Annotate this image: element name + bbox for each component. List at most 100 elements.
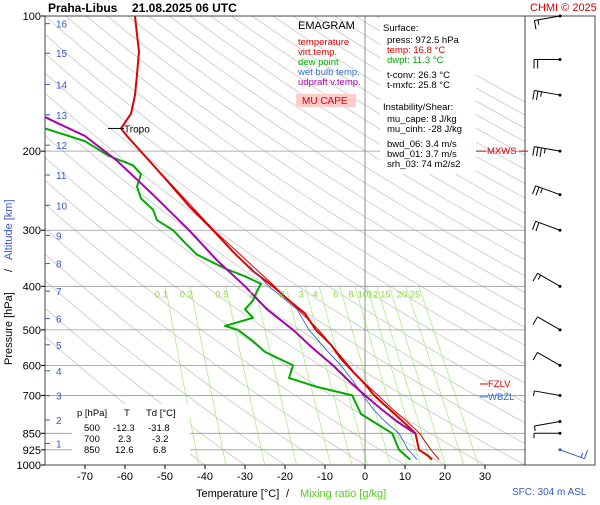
y-tick-label: 100 (23, 11, 41, 23)
table-cell: 850 (84, 445, 100, 456)
wind-barb-base (559, 328, 562, 331)
y-tick-label: 700 (23, 390, 41, 402)
wind-barb-base (559, 229, 562, 232)
level-table: p [hPa] T Td [°C] 500 -12.3 -31.8 700 2.… (72, 404, 190, 456)
info-box: Surface: press: 972.5 hPa temp: 16.8 °C … (380, 18, 476, 174)
altitude-tick-label: 8 (56, 260, 62, 271)
mixing-ratio-label: 25 (410, 289, 421, 300)
instability-title: Instability/Shear: (383, 102, 453, 113)
srh-03: srh_03: 74 m2/s2 (387, 159, 460, 170)
x-axis-title-temp: Temperature [°C] (196, 488, 279, 500)
y-axis-title-altitude: Altitude [km] (3, 199, 15, 260)
altitude-tick-label: 1 (56, 439, 62, 450)
surface-dwpt: dwpt: 11.3 °C (387, 55, 444, 66)
mu-cape-badge: MU CAPE (302, 96, 348, 107)
x-axis-title-mix: Mixing ratio [g/kg] (300, 488, 386, 500)
y-tick-label: 1000 (17, 460, 41, 472)
y-tick-label: 600 (23, 360, 41, 372)
legend-title: EMAGRAM (298, 20, 355, 32)
mixing-ratio-label: 8 (348, 289, 353, 300)
mixing-ratio-label: 4 (313, 289, 318, 300)
x-tick-label: -30 (237, 471, 253, 483)
wind-barb-base (559, 420, 562, 423)
mixing-ratio-label: 0.5 (215, 289, 228, 300)
x-tick-label: 30 (479, 471, 491, 483)
wind-barb-base (559, 94, 562, 97)
wind-barb-base (559, 58, 562, 61)
mixing-ratio-label: 0.1 (155, 289, 168, 300)
mixing-ratio-label: 12 (368, 289, 379, 300)
wind-barb-base (559, 285, 562, 288)
mixing-ratio-label: 1 (248, 289, 253, 300)
altitude-tick-label: 15 (56, 49, 68, 60)
y-tick-label: 925 (23, 445, 41, 457)
mixing-ratio-label: 10 (358, 289, 369, 300)
datetime-title: 21.08.2025 06 UTC (132, 1, 237, 15)
altitude-tick-label: 13 (56, 111, 68, 122)
y-axis-title-pressure: Pressure [hPa] (3, 292, 15, 365)
table-cell: 12.6 (115, 445, 134, 456)
altitude-tick-label: 7 (56, 287, 62, 298)
y-tick-label: 200 (23, 146, 41, 158)
wind-barb-base (559, 15, 562, 18)
x-tick-label: -50 (157, 471, 173, 483)
altitude-tick-label: 9 (56, 231, 62, 242)
x-tick-label: -70 (77, 471, 93, 483)
x-tick-label: -20 (277, 471, 293, 483)
y-tick-label: 850 (23, 428, 41, 440)
y-tick-label: 400 (23, 281, 41, 293)
altitude-tick-label: 2 (56, 416, 62, 427)
x-tick-label: 10 (399, 471, 411, 483)
mxws-label: MXWS (487, 146, 517, 157)
sfc-label: SFC: 304 m ASL (512, 487, 587, 498)
mixing-ratio-label: 15 (380, 289, 391, 300)
wind-barb-base (559, 150, 562, 153)
altitude-tick-label: 4 (56, 367, 62, 378)
table-header-t: T (124, 408, 130, 419)
table-cell: 2.3 (118, 434, 131, 445)
wbzl-label: WBZL (488, 392, 514, 403)
altitude-tick-label: 6 (56, 315, 62, 326)
table-cell: 6.8 (153, 445, 166, 456)
mu-cinh: mu_cinh: -28 J/kg (387, 124, 462, 135)
legend-updraft: udpraft v.temp. (298, 77, 361, 88)
station-title: Praha-Libus (48, 1, 118, 15)
mixing-ratio-label: 6 (333, 289, 338, 300)
wind-barb-base (559, 448, 562, 451)
table-cell: -3.2 (152, 434, 168, 445)
wind-barb-base (559, 394, 562, 397)
table-cell: -12.3 (113, 423, 135, 434)
altitude-tick-label: 5 (56, 341, 62, 352)
wind-barb-base (559, 364, 562, 367)
credit-text: CHMI © 2025 (530, 2, 597, 14)
altitude-tick-label: 12 (56, 141, 68, 152)
table-header-p: p [hPa] (77, 408, 107, 419)
altitude-tick-label: 3 (56, 392, 62, 403)
table-cell: 700 (84, 434, 100, 445)
surface-title: Surface: (383, 23, 418, 34)
y-tick-label: 500 (23, 325, 41, 337)
altitude-tick-label: 10 (56, 201, 68, 212)
mixing-ratio-label: 2 (279, 289, 284, 300)
x-tick-label: 20 (439, 471, 451, 483)
altitude-tick-label: 14 (56, 80, 68, 91)
fzlv-label: FZLV (488, 379, 511, 390)
table-header-td: Td [°C] (146, 408, 176, 419)
wind-barb-base (559, 193, 562, 196)
altitude-tick-label: 16 (56, 20, 68, 31)
altitude-tick-label: 11 (56, 171, 67, 182)
table-cell: -31.8 (148, 423, 170, 434)
mixing-ratio-label: 20 (397, 289, 408, 300)
x-tick-label: -40 (197, 471, 213, 483)
table-cell: 500 (84, 423, 100, 434)
mixing-ratio-label: 0.2 (180, 289, 193, 300)
x-tick-label: 0 (362, 471, 368, 483)
x-tick-label: -60 (117, 471, 133, 483)
tropo-label: Tropo (124, 124, 150, 135)
x-tick-label: -10 (317, 471, 333, 483)
mixing-ratio-label: 3 (298, 289, 303, 300)
wind-barb-base (559, 432, 562, 435)
y-tick-label: 300 (23, 225, 41, 237)
t-mxfc: t-mxfc: 25.8 °C (387, 80, 450, 91)
